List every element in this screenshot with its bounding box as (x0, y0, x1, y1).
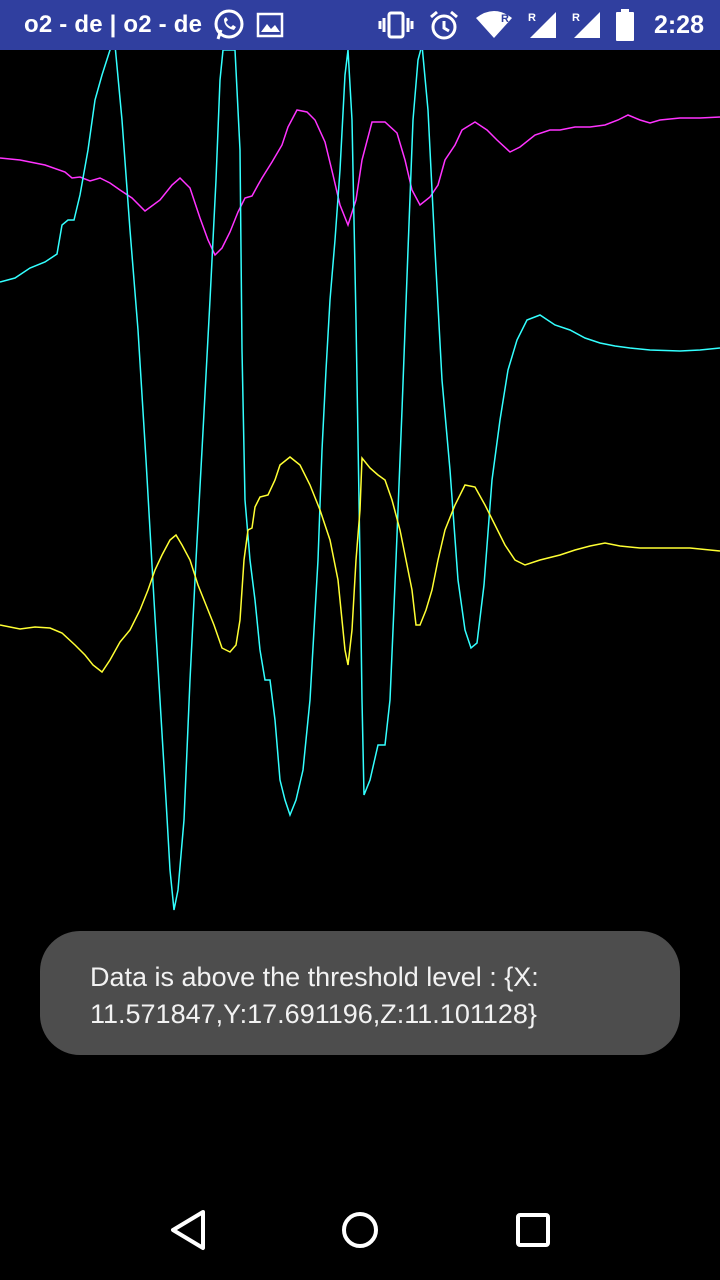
signal-roaming-icon: R (572, 10, 602, 40)
navigation-bar (0, 1180, 720, 1280)
threshold-toast: Data is above the threshold level : {X: … (40, 931, 680, 1055)
recents-icon (516, 1213, 551, 1247)
alarm-icon (428, 9, 460, 41)
carrier-label: o2 - de | o2 - de (24, 11, 203, 38)
home-icon (341, 1212, 378, 1248)
image-icon (256, 12, 284, 38)
back-button[interactable] (147, 1190, 227, 1270)
clock: 2:28 (653, 10, 704, 39)
vibrate-icon (378, 10, 414, 40)
toast-line-1: Data is above the threshold level : {X: (90, 962, 539, 992)
battery-icon (615, 9, 634, 41)
signal-roaming-icon: R (528, 10, 558, 40)
svg-text:R: R (572, 12, 580, 24)
toast-message: Data is above the threshold level : {X: … (90, 959, 630, 1033)
svg-text:R: R (501, 13, 509, 25)
back-icon (170, 1210, 205, 1250)
status-bar: o2 - de | o2 - de (0, 0, 720, 50)
sensor-graph (0, 50, 720, 911)
wifi-icon: R (474, 10, 514, 40)
toast-line-2: 11.571847,Y:17.691196,Z:11.101128} (90, 999, 537, 1029)
magenta-sensor-line (0, 109, 720, 257)
home-button[interactable] (320, 1190, 400, 1270)
recents-button[interactable] (493, 1190, 573, 1270)
svg-text:R: R (528, 12, 536, 24)
whatsapp-icon (212, 8, 246, 42)
yellow-sensor-line (0, 455, 720, 674)
cyan-sensor-line (0, 50, 720, 911)
